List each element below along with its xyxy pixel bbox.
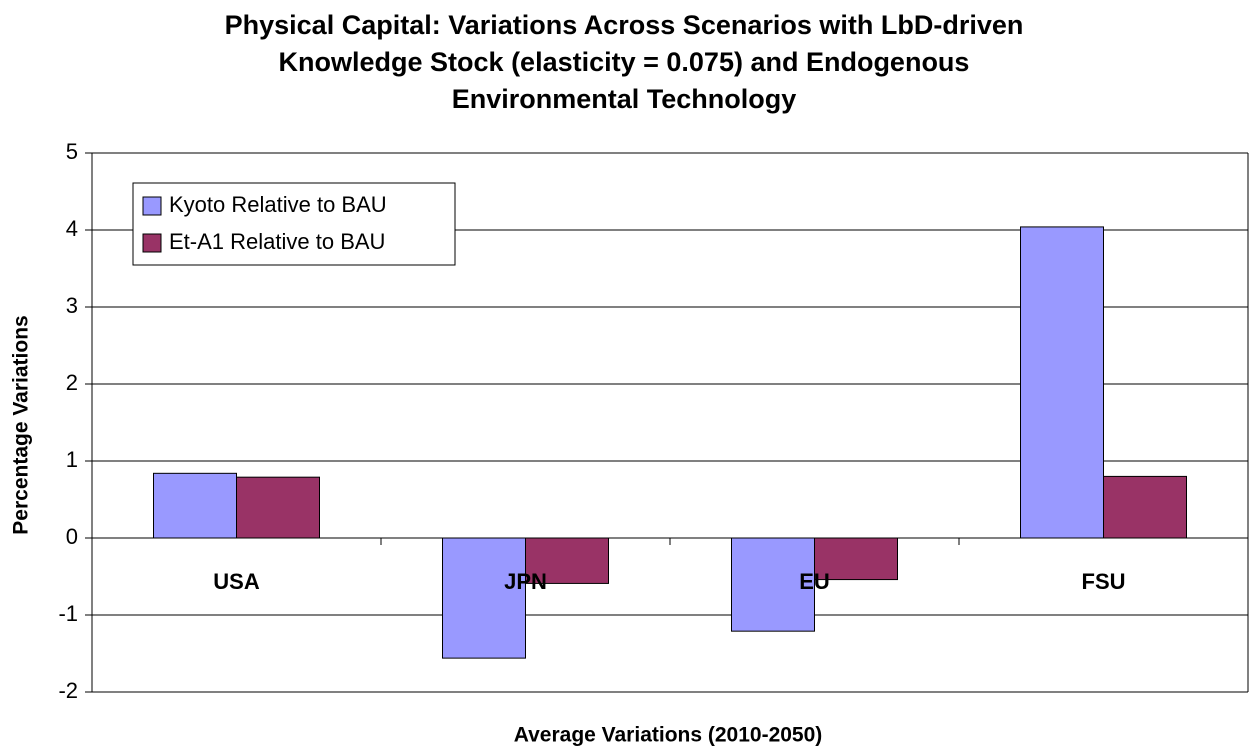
legend-label: Kyoto Relative to BAU (169, 192, 387, 217)
y-tick-label: 3 (66, 293, 78, 318)
y-tick-label: -1 (58, 601, 78, 626)
y-tick-label: 2 (66, 370, 78, 395)
bar (1103, 475, 1187, 539)
chart-title: Environmental Technology (452, 84, 797, 114)
y-tick-label: 4 (66, 216, 78, 241)
y-tick-label: -2 (58, 678, 78, 703)
bar (153, 472, 237, 539)
legend-box (132, 182, 456, 266)
chart-title: Knowledge Stock (elasticity = 0.075) and… (279, 47, 970, 77)
x-tick-label: USA (213, 569, 260, 594)
bar (1020, 226, 1104, 539)
y-axis-label: Percentage Variations (10, 315, 33, 534)
legend-swatch (142, 233, 162, 253)
x-axis-label: Average Variations (2010-2050) (514, 724, 823, 747)
bar (236, 476, 320, 539)
x-tick-label: JPN (504, 569, 547, 594)
y-tick-label: 1 (66, 447, 78, 472)
legend-label: Et-A1 Relative to BAU (169, 229, 385, 254)
bar (442, 537, 526, 659)
x-tick-label: EU (799, 569, 830, 594)
y-tick-label: 0 (66, 524, 78, 549)
y-tick-label: 5 (66, 139, 78, 164)
legend-swatch (142, 196, 162, 216)
x-tick-label: FSU (1082, 569, 1126, 594)
chart-title: Physical Capital: Variations Across Scen… (225, 10, 1024, 40)
